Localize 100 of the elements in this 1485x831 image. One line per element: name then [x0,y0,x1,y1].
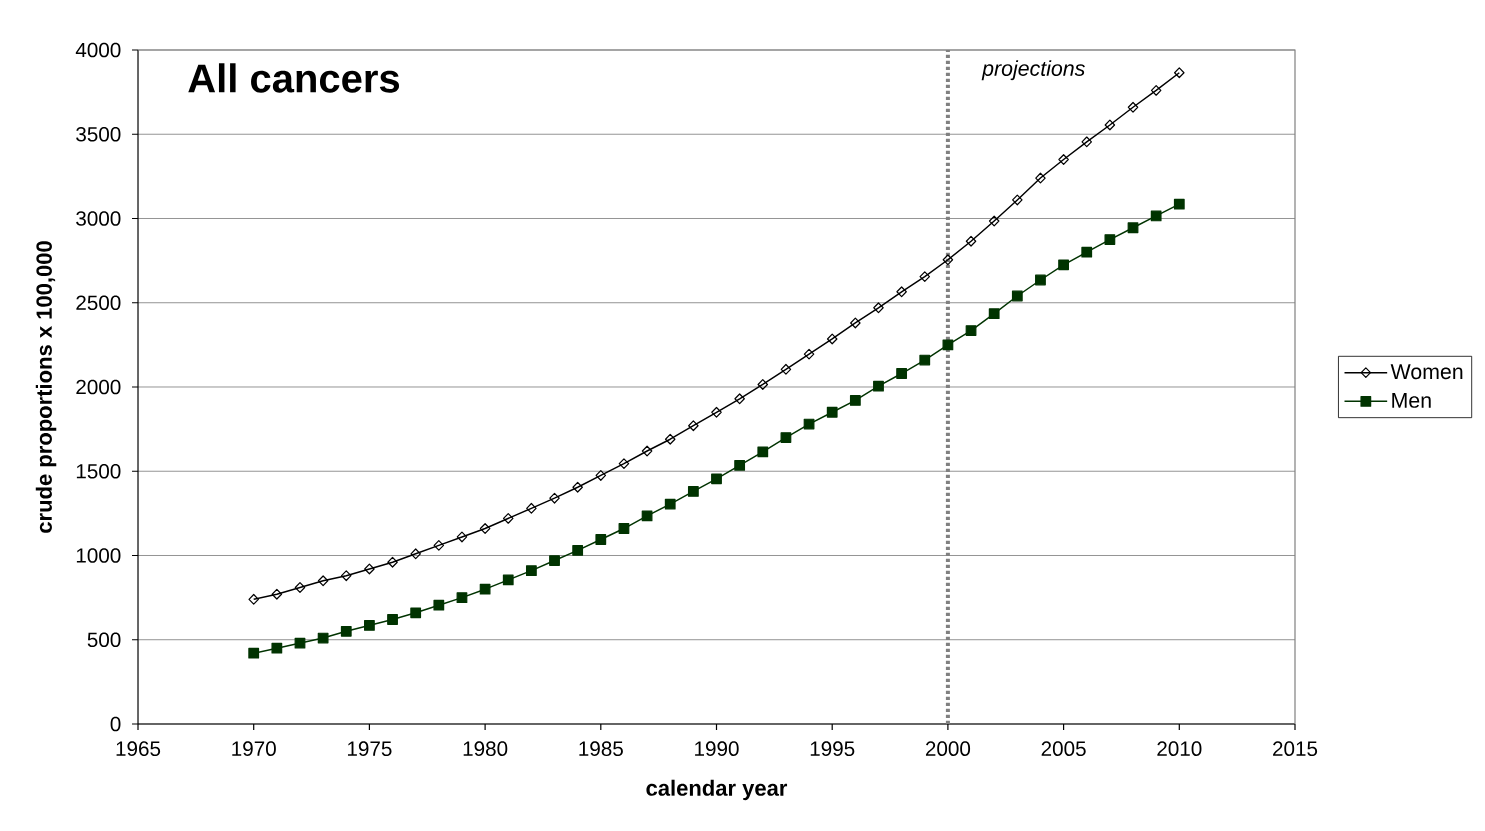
point [1058,154,1069,165]
point [688,420,699,432]
point [595,534,607,545]
point [1127,222,1139,234]
legend-label: Men [1392,392,1431,408]
point [502,574,514,586]
point [271,588,283,600]
point [364,563,375,575]
point [664,498,676,510]
x-tick-label: 1970 [232,741,276,756]
x-tick-label: 1985 [579,741,623,756]
point [711,406,722,418]
point [896,368,908,379]
y-tick-label: 2500 [76,295,121,311]
point [849,395,861,406]
x-tick-label: 1975 [347,741,392,756]
point [456,531,468,543]
point [641,445,653,457]
point [734,459,746,471]
point [549,555,560,566]
point [1012,194,1023,206]
y-tick-label: 3000 [76,211,121,226]
point [965,325,977,336]
point [803,348,815,360]
x-tick-label: 2005 [1041,741,1086,756]
point [294,582,306,593]
point [734,393,745,405]
point [549,492,560,504]
point [595,470,607,481]
point [850,317,861,329]
x-tick-label: 2015 [1273,741,1318,756]
point [757,446,769,458]
chart-title: All cancers [188,63,400,93]
x-axis-title: calendar year [646,779,788,801]
point [572,545,584,556]
point [757,379,769,390]
point [1104,234,1116,245]
point [965,235,977,247]
point [1104,119,1116,131]
point [410,548,421,560]
point [1081,136,1093,148]
point [618,523,630,534]
point [1058,259,1069,271]
point [780,432,792,443]
point [1081,246,1093,258]
y-tick-label: 4000 [75,42,121,58]
point [711,473,722,485]
x-tick-label: 1965 [116,741,161,756]
point [942,339,954,351]
point [433,539,445,551]
point [618,458,630,470]
y-tick-label: 3500 [76,126,121,142]
point [317,575,329,587]
x-tick-label: 2000 [925,741,971,756]
point [294,637,306,649]
y-tick-label: 500 [87,632,121,648]
point [826,406,838,418]
point [387,556,398,568]
point [456,592,468,604]
point [526,502,537,514]
point [919,354,931,366]
y-tick-label: 1000 [76,548,121,563]
point [317,632,329,644]
point [826,333,838,345]
point [873,302,884,314]
point [1035,274,1046,286]
point [1011,290,1023,302]
point [340,625,352,637]
point [340,570,352,582]
point [248,647,260,659]
point [641,510,653,522]
point [502,513,514,524]
ref-line-label: projections [981,60,1085,81]
x-tick-label: 2010 [1157,741,1202,756]
point [525,565,537,577]
point [687,486,699,497]
x-tick-label: 1995 [810,741,855,756]
point [1173,198,1185,210]
y-tick-label: 2000 [76,379,121,395]
y-axis-title: crude proportions x 100,000 [35,241,57,533]
point [1150,210,1162,222]
point [664,433,676,445]
point [1150,85,1162,96]
point [410,607,422,619]
y-tick-label: 0 [110,716,121,732]
point [433,599,445,611]
point [988,215,1000,227]
point [1174,67,1185,79]
point [271,642,283,654]
point [896,286,907,298]
point [988,308,1000,320]
point [803,418,815,430]
point [364,620,375,631]
point [479,523,491,534]
point [873,380,884,392]
x-tick-label: 1980 [463,741,508,756]
point [479,583,491,595]
point [780,363,792,375]
point [1035,172,1046,184]
point [387,614,398,625]
